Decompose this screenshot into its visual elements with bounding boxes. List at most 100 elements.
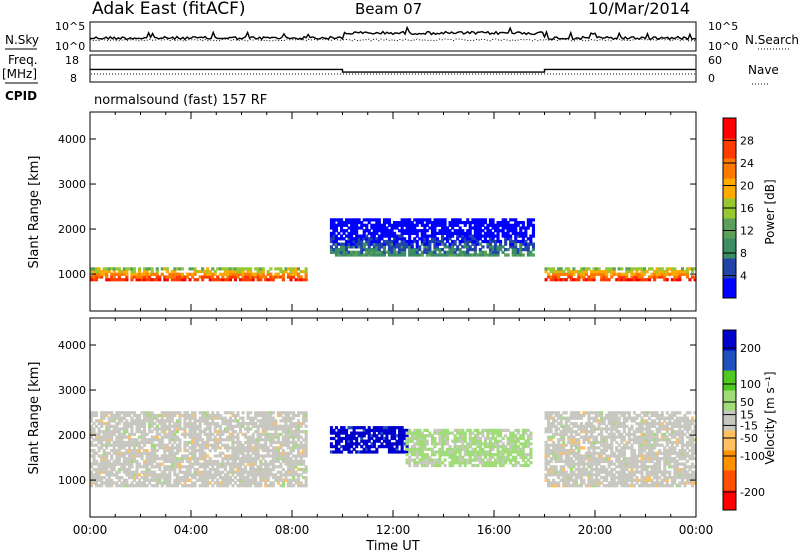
noise-left-tick-top: 10^5 xyxy=(55,20,85,33)
noise-panel xyxy=(90,22,696,51)
heatmap-cell xyxy=(620,267,623,270)
heatmap-cell xyxy=(582,446,585,449)
heatmap-cell xyxy=(242,417,245,420)
colorbar-tick-label: 12 xyxy=(740,225,754,238)
heatmap-cell xyxy=(633,449,636,452)
heatmap-cell xyxy=(481,245,484,248)
noise-right-tick-bottom: 10^0 xyxy=(708,40,738,53)
power-ylabel: Slant Range [km] xyxy=(27,156,42,269)
heatmap-cell xyxy=(600,411,603,414)
heatmap-cell xyxy=(484,218,487,221)
colorbar-tick-label: 20 xyxy=(740,180,754,193)
heatmap-cell xyxy=(95,411,98,414)
heatmap-cell xyxy=(613,267,616,270)
colorbar-segment xyxy=(723,218,736,239)
colorbar-segment xyxy=(723,158,736,179)
colorbar-tick-label: 24 xyxy=(740,157,754,170)
date-title: 10/Mar/2014 xyxy=(588,0,690,18)
colorbar-segment xyxy=(723,118,736,139)
velocity-panel: 1000200030004000 Slant Range [km] xyxy=(27,318,697,517)
heatmap-cell xyxy=(305,425,308,428)
colorbar-tick-label: 8 xyxy=(740,247,747,260)
radar-plot: Adak East (fitACF) Beam 07 10/Mar/2014 N… xyxy=(0,0,800,554)
heatmap-cell xyxy=(555,465,558,468)
heatmap-cell xyxy=(582,479,585,482)
heatmap-cell xyxy=(274,419,277,422)
colorbar-segment xyxy=(723,178,736,199)
heatmap-cell xyxy=(532,218,535,221)
heatmap-cell xyxy=(532,243,535,246)
heatmap-cell xyxy=(688,411,691,414)
heatmap-cell xyxy=(194,411,197,414)
heatmap-cell xyxy=(426,440,429,443)
heatmap-cell xyxy=(305,476,308,479)
y-tick-label: 4000 xyxy=(58,133,86,146)
heatmap-cell xyxy=(305,267,308,270)
heatmap-cell xyxy=(532,253,535,256)
heatmap-cell xyxy=(668,471,671,474)
heatmap-cell xyxy=(678,411,681,414)
heatmap-cell xyxy=(156,267,159,270)
heatmap-cell xyxy=(388,218,391,221)
heatmap-cell xyxy=(305,411,308,414)
heatmap-cell xyxy=(178,438,181,441)
heatmap-cell xyxy=(630,425,633,428)
nsky-label: N.Sky xyxy=(5,33,39,47)
freq-panel xyxy=(90,55,696,82)
power-panel: 1000 2000 3000 4000 Slant Range [km] xyxy=(27,112,697,311)
freq-right-tick-top: 60 xyxy=(708,54,722,67)
heatmap-cell xyxy=(249,411,252,414)
heatmap-cell xyxy=(522,221,525,224)
freq-left-tick-bottom: 8 xyxy=(70,72,77,85)
heatmap-cell xyxy=(492,218,495,221)
heatmap-cell xyxy=(378,218,381,221)
colorbar-segment xyxy=(723,238,736,259)
y-tick-label: 2000 xyxy=(58,223,86,236)
heatmap-cell xyxy=(151,267,154,270)
heatmap-cell xyxy=(181,267,184,270)
power-colorbar: 4 8 12 16 20 24 28 xyxy=(723,118,754,299)
station-title: Adak East (fitACF) xyxy=(92,0,246,19)
colorbar-tick-label: 4 xyxy=(740,270,747,283)
heatmap-cell xyxy=(302,460,305,463)
freq-label: Freq. xyxy=(8,53,38,67)
heatmap-cell xyxy=(565,411,568,414)
freq-left-tick-top: 18 xyxy=(65,54,79,67)
heatmap-cell xyxy=(661,411,664,414)
beam-title: Beam 07 xyxy=(355,0,422,18)
freq-right-tick-bottom: 0 xyxy=(708,72,715,85)
noise-left-tick-bottom: 10^0 xyxy=(55,40,85,53)
colorbar-tick-label: 28 xyxy=(740,135,754,148)
nave-label: Nave xyxy=(748,63,779,77)
colorbar-segment xyxy=(723,278,736,299)
power-colorbar-label: Power [dB] xyxy=(763,179,777,244)
y-tick-label: 1000 xyxy=(58,268,86,281)
heatmap-cell xyxy=(262,267,265,270)
heatmap-cell xyxy=(138,267,141,270)
cpid-text: normalsound (fast) 157 RF xyxy=(94,93,267,108)
heatmap-cell xyxy=(166,267,169,270)
heatmap-cell xyxy=(499,240,502,243)
heatmap-cell xyxy=(444,464,447,467)
noise-right-tick-top: 10^5 xyxy=(708,20,738,33)
heatmap-cell xyxy=(532,224,535,227)
heatmap-cell xyxy=(433,437,436,440)
heatmap-cell xyxy=(666,278,669,281)
colorbar-tick-label: 16 xyxy=(740,202,754,215)
heatmap-cell xyxy=(444,459,447,462)
heatmap-cell xyxy=(305,430,308,433)
heatmap-cell xyxy=(444,218,447,221)
y-tick-label: 3000 xyxy=(58,178,86,191)
heatmap-cell xyxy=(305,465,308,468)
heatmap-cell xyxy=(236,411,239,414)
heatmap-cell xyxy=(269,267,272,270)
colorbar-segment xyxy=(723,138,736,159)
heatmap-cell xyxy=(249,267,252,270)
nsearch-label: N.Search xyxy=(745,33,799,47)
heatmap-cell xyxy=(522,253,525,256)
heatmap-cell xyxy=(133,267,136,270)
heatmap-cell xyxy=(272,411,275,414)
freq-unit-label: [MHz] xyxy=(2,67,37,81)
heatmap-cell xyxy=(507,253,510,256)
heatmap-cell xyxy=(628,411,631,414)
